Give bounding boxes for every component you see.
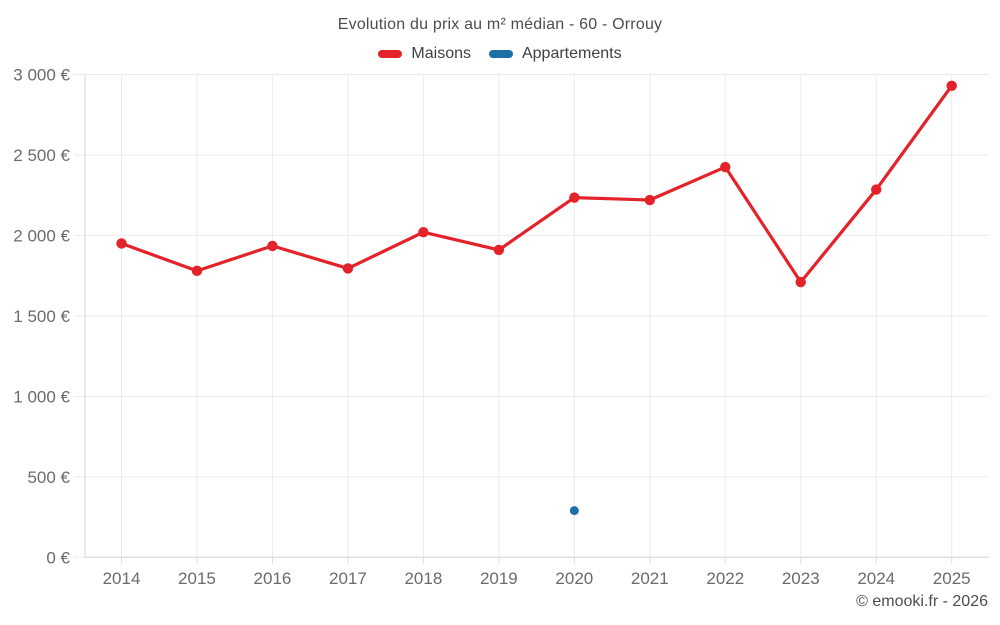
y-axis-tick-label: 1 000 € — [13, 387, 70, 406]
x-axis-tick-label: 2019 — [480, 569, 518, 588]
data-point-appartements — [569, 506, 579, 516]
x-axis-tick-label: 2024 — [857, 569, 895, 588]
x-axis-tick-label: 2018 — [404, 569, 442, 588]
chart-legend: Maisons Appartements — [0, 45, 1000, 63]
data-point-maisons — [946, 80, 957, 91]
y-axis-tick-label: 2 500 € — [13, 146, 70, 165]
data-point-maisons — [267, 240, 278, 252]
y-axis-tick-label: 1 500 € — [13, 307, 70, 326]
data-point-maisons — [191, 265, 203, 277]
data-point-maisons — [493, 244, 505, 256]
x-axis-tick-label: 2022 — [706, 569, 744, 588]
y-axis-tick-label: 2 000 € — [13, 226, 70, 245]
data-point-maisons — [569, 192, 580, 203]
x-axis-tick-label: 2021 — [631, 569, 669, 588]
series-line-maisons — [119, 84, 954, 284]
legend-label-maisons: Maisons — [411, 45, 471, 62]
data-point-maisons — [418, 227, 429, 238]
appartements-swatch-icon — [488, 50, 513, 58]
x-axis-tick-label: 2014 — [103, 569, 141, 588]
data-point-maisons — [116, 238, 127, 249]
data-point-maisons — [342, 263, 354, 274]
maisons-swatch-icon — [378, 50, 403, 58]
data-point-maisons — [644, 194, 656, 206]
x-axis-tick-label: 2023 — [782, 569, 820, 588]
x-axis-tick-label: 2016 — [254, 569, 292, 588]
chart-title: Evolution du prix au m² médian - 60 - Or… — [337, 16, 663, 33]
x-axis-tick-label: 2017 — [329, 569, 367, 588]
y-axis-tick-label: 3 000 € — [13, 66, 70, 85]
data-point-maisons — [720, 161, 731, 173]
copyright-credit: © emooki.fr - 2026 — [856, 593, 988, 610]
data-point-maisons — [871, 184, 882, 195]
x-axis-tick-label: 2015 — [178, 569, 216, 588]
x-axis-tick-label: 2025 — [933, 569, 971, 588]
y-axis-tick-label: 0 € — [46, 548, 70, 567]
x-axis-tick-label: 2020 — [555, 569, 593, 588]
data-point-maisons — [795, 276, 806, 288]
legend-item-maisons: Maisons — [378, 45, 471, 63]
y-axis-tick-label: 500 € — [27, 468, 70, 487]
legend-item-appartements: Appartements — [488, 45, 622, 63]
legend-label-appartements: Appartements — [521, 45, 622, 62]
